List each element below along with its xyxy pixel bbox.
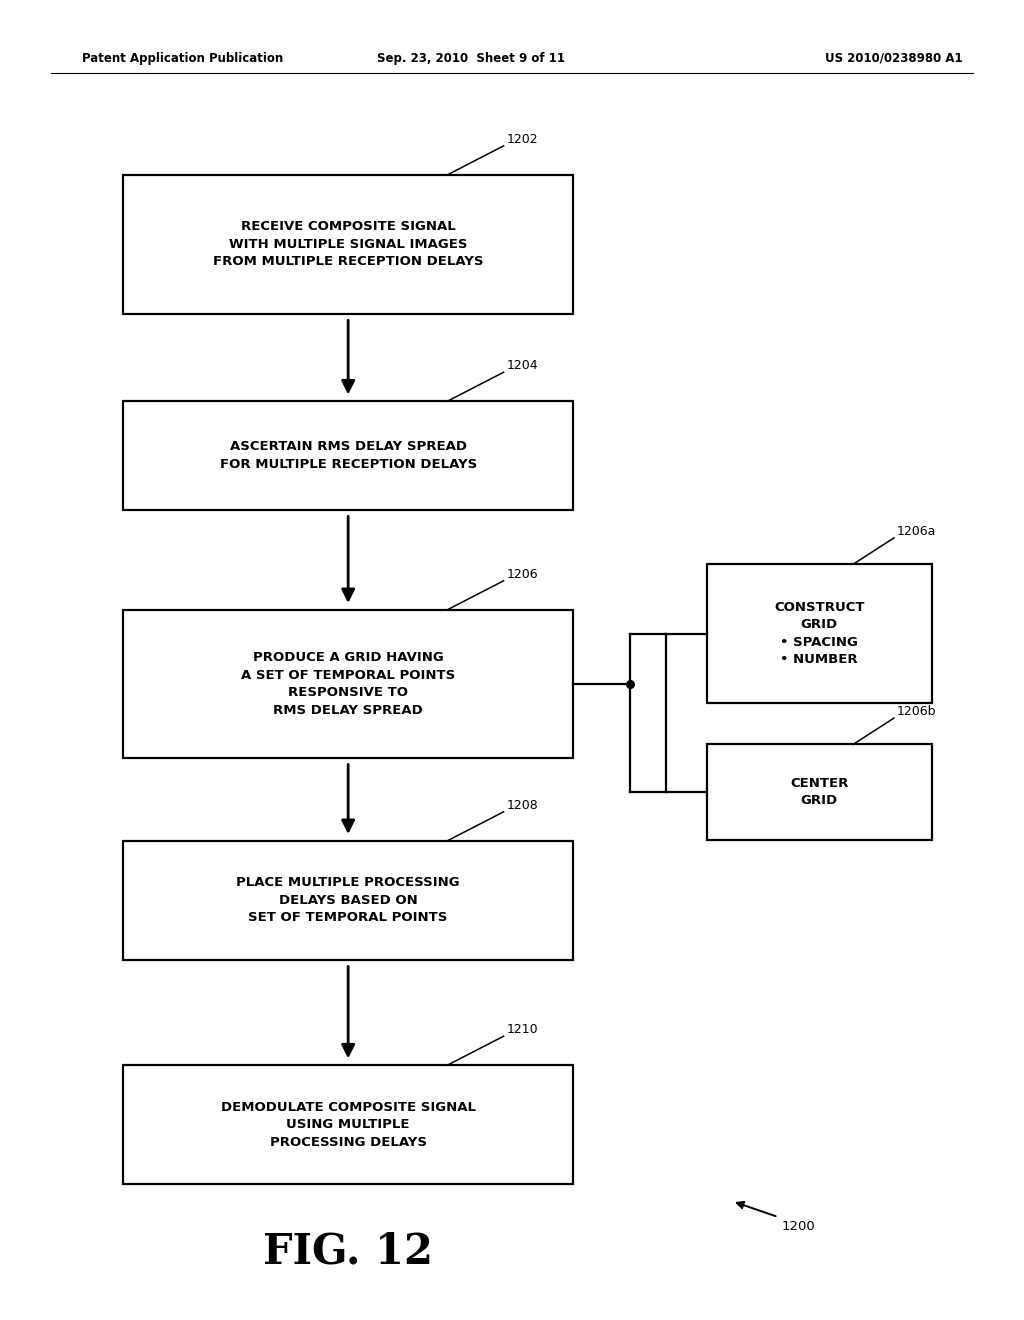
FancyBboxPatch shape	[123, 610, 573, 758]
Text: ASCERTAIN RMS DELAY SPREAD
FOR MULTIPLE RECEPTION DELAYS: ASCERTAIN RMS DELAY SPREAD FOR MULTIPLE …	[219, 440, 477, 471]
Text: CENTER
GRID: CENTER GRID	[790, 776, 849, 808]
Text: 1208: 1208	[507, 799, 539, 812]
Text: CONSTRUCT
GRID
• SPACING
• NUMBER: CONSTRUCT GRID • SPACING • NUMBER	[774, 601, 864, 667]
Text: 1206a: 1206a	[897, 525, 936, 539]
Text: 1206: 1206	[507, 568, 539, 581]
Text: 1204: 1204	[507, 359, 539, 372]
FancyBboxPatch shape	[123, 841, 573, 960]
FancyBboxPatch shape	[707, 744, 932, 840]
Text: RECEIVE COMPOSITE SIGNAL
WITH MULTIPLE SIGNAL IMAGES
FROM MULTIPLE RECEPTION DEL: RECEIVE COMPOSITE SIGNAL WITH MULTIPLE S…	[213, 220, 483, 268]
Text: Sep. 23, 2010  Sheet 9 of 11: Sep. 23, 2010 Sheet 9 of 11	[377, 51, 565, 65]
FancyBboxPatch shape	[123, 1065, 573, 1184]
Text: PRODUCE A GRID HAVING
A SET OF TEMPORAL POINTS
RESPONSIVE TO
RMS DELAY SPREAD: PRODUCE A GRID HAVING A SET OF TEMPORAL …	[241, 651, 456, 717]
FancyBboxPatch shape	[123, 401, 573, 510]
Text: US 2010/0238980 A1: US 2010/0238980 A1	[825, 51, 963, 65]
FancyBboxPatch shape	[707, 565, 932, 702]
Text: Patent Application Publication: Patent Application Publication	[82, 51, 284, 65]
Text: PLACE MULTIPLE PROCESSING
DELAYS BASED ON
SET OF TEMPORAL POINTS: PLACE MULTIPLE PROCESSING DELAYS BASED O…	[237, 876, 460, 924]
Text: DEMODULATE COMPOSITE SIGNAL
USING MULTIPLE
PROCESSING DELAYS: DEMODULATE COMPOSITE SIGNAL USING MULTIP…	[220, 1101, 476, 1148]
Text: 1206b: 1206b	[897, 705, 937, 718]
Text: 1210: 1210	[507, 1023, 539, 1036]
Text: FIG. 12: FIG. 12	[263, 1230, 433, 1272]
FancyBboxPatch shape	[123, 176, 573, 314]
Text: 1200: 1200	[781, 1220, 815, 1233]
Text: 1202: 1202	[507, 133, 539, 147]
